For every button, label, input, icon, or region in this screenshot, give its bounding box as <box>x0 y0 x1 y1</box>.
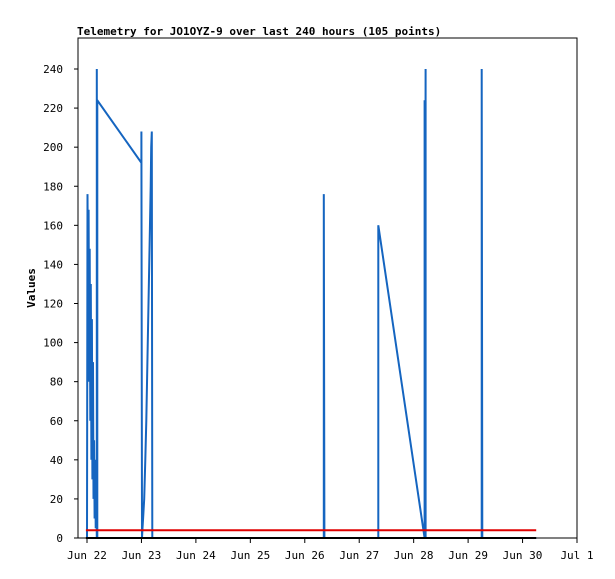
x-tick-label: Jun 23 <box>122 549 162 562</box>
x-tick-label: Jun 26 <box>285 549 325 562</box>
y-tick-label: 120 <box>43 298 63 311</box>
y-tick-label: 200 <box>43 141 63 154</box>
x-tick-label: Jun 25 <box>230 549 270 562</box>
y-axis: 0 20 40 60 80 100 120 140 160 180 200 220 240 <box>43 63 78 545</box>
y-tick-label: 60 <box>50 415 63 428</box>
y-tick-label: 80 <box>50 376 63 389</box>
x-tick-label: Jul 1 <box>560 549 593 562</box>
y-tick-label: 20 <box>50 493 63 506</box>
y-axis-label: Values <box>25 268 38 308</box>
y-tick-label: 40 <box>50 454 63 467</box>
x-tick-label: Jun 24 <box>176 549 216 562</box>
x-tick-label: Jun 30 <box>503 549 543 562</box>
y-tick-label: 0 <box>56 532 63 545</box>
chart-title: Telemetry for JO1OYZ-9 over last 240 hou… <box>77 25 441 38</box>
series-layer <box>85 68 537 539</box>
x-tick-label: Jun 27 <box>339 549 379 562</box>
y-tick-label: 240 <box>43 63 63 76</box>
x-tick-label: Jun 22 <box>67 549 107 562</box>
x-tick-label: Jun 29 <box>448 549 488 562</box>
y-tick-label: 160 <box>43 219 63 232</box>
y-tick-label: 220 <box>43 102 63 115</box>
plot-area <box>77 37 578 539</box>
x-axis: Jun 22 Jun 23 Jun 24 Jun 25 Jun 26 Jun 27 Jun … <box>67 538 594 562</box>
series-line-0 <box>86 68 537 539</box>
y-tick-label: 140 <box>43 258 63 271</box>
x-tick-label: Jun 28 <box>394 549 434 562</box>
y-tick-label: 100 <box>43 337 63 350</box>
y-tick-label: 180 <box>43 180 63 193</box>
